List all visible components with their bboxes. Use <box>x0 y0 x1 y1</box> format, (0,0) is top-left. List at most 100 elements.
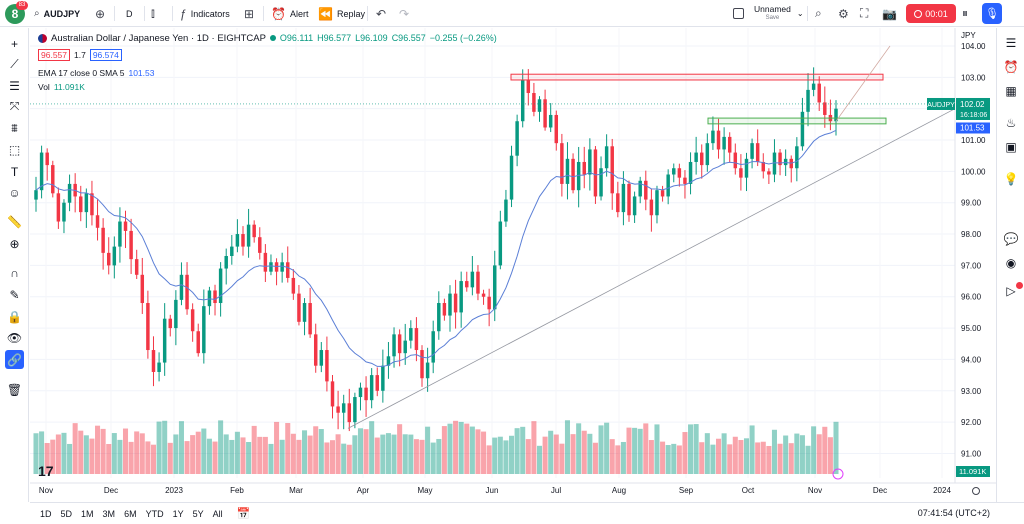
watchlist-button[interactable]: ☰ <box>1002 34 1020 52</box>
pause-button[interactable]: ⏸ <box>962 0 968 27</box>
compare-button[interactable]: ⊕ <box>95 0 105 27</box>
chats-button[interactable]: 💬 <box>1002 230 1020 248</box>
last-price-value: 102.02 <box>960 100 985 109</box>
range-3m[interactable]: 3M <box>102 508 116 519</box>
lock-tool[interactable]: 🔒 <box>5 307 24 326</box>
candle-body <box>582 161 586 175</box>
range-all[interactable]: All <box>212 508 223 519</box>
stay-drawing-tool[interactable]: ✎ <box>5 285 24 304</box>
candle-body <box>616 193 620 213</box>
volume-bar <box>33 433 39 474</box>
price-chart[interactable]: 104.00103.00102.00101.00100.0099.0098.00… <box>30 28 996 502</box>
undo-button[interactable]: ↶ <box>376 0 386 27</box>
candle-body <box>750 143 754 159</box>
range-5d[interactable]: 5D <box>60 508 73 519</box>
zoom-tool[interactable]: ⊕ <box>5 234 24 253</box>
lock-icon: 🔒 <box>7 309 22 324</box>
volume-bar <box>727 444 733 474</box>
redo-button[interactable]: ↷ <box>399 0 409 27</box>
range-ytd[interactable]: YTD <box>145 508 164 519</box>
symbol-search[interactable]: ⌕ AUDJPY <box>34 0 80 27</box>
streams-button[interactable]: ◉ <box>1002 254 1020 272</box>
shapes-tool[interactable]: ⬚ <box>5 140 24 159</box>
magnet-tool[interactable]: ∩ <box>5 263 24 282</box>
hotlists-button[interactable]: ♨ <box>1002 114 1020 132</box>
volume-bar <box>536 445 543 474</box>
indicators-button[interactable]: ƒ Indicators <box>180 6 230 21</box>
microphone-button[interactable]: 🎙 <box>982 3 1002 24</box>
volume-bar <box>285 423 291 474</box>
resistance-zone <box>510 73 884 81</box>
candle-body <box>56 193 61 222</box>
ideas-button[interactable]: 💡 <box>1002 170 1020 188</box>
volume-bar <box>771 429 777 474</box>
volume-bar <box>318 429 324 474</box>
range-1d[interactable]: 1D <box>40 508 52 519</box>
calendar-button[interactable]: ▣ <box>1002 138 1020 156</box>
volume-bar <box>184 441 190 474</box>
volume-bar <box>475 429 481 474</box>
recording-indicator[interactable]: 00:01 <box>906 4 956 23</box>
layouts-button[interactable]: ⊞ <box>244 0 254 27</box>
candle-body <box>800 111 805 147</box>
volume-bar <box>525 439 531 474</box>
zoom-in-icon: ⊕ <box>9 236 20 251</box>
datawindow-button[interactable]: ▦ <box>1002 82 1020 100</box>
candle-body <box>543 99 547 128</box>
quick-search-button[interactable]: ⌕ <box>815 0 822 27</box>
remove-tool[interactable]: 🗑 <box>5 380 24 399</box>
candle-body <box>504 199 508 222</box>
candle-body <box>560 143 564 184</box>
candle-body <box>588 149 592 175</box>
ascending-trendline <box>347 108 956 429</box>
symbol-price-tag-label: AUDJPY <box>927 102 955 109</box>
volume-bar <box>553 434 559 474</box>
icons-tool[interactable]: ☺ <box>5 183 24 202</box>
snapshot-button[interactable]: 📷 <box>882 0 897 27</box>
replay-button[interactable]: ⏪ Replay <box>318 6 365 21</box>
crosshair-tool[interactable]: + <box>5 34 24 53</box>
fullscreen-button[interactable]: ⛶ <box>860 0 868 27</box>
candle-body <box>369 375 374 401</box>
volume-bar <box>139 433 145 474</box>
measure-tool[interactable]: 📏 <box>5 212 24 231</box>
clock-timezone[interactable]: 07:41:54 (UTC+2) <box>917 508 990 518</box>
layout-menu[interactable]: Unnamed Save ⌄ <box>733 0 804 27</box>
sync-drawings-tool[interactable]: 🔗 <box>5 350 24 369</box>
settings-button[interactable]: ⚙ <box>838 0 849 27</box>
symbol-name: AUDJPY <box>43 8 81 19</box>
interval-button[interactable]: D <box>126 8 133 19</box>
trendline-tool[interactable]: ⟋ <box>5 55 24 74</box>
volume-tag-value: 11.091K <box>959 467 986 476</box>
ohlc-high: H96.577 <box>317 33 352 43</box>
pattern-tool[interactable]: ⤧ <box>5 97 24 116</box>
range-5y[interactable]: 5Y <box>192 508 204 519</box>
alerts-panel-button[interactable]: ⏰ <box>1002 58 1020 76</box>
ema-label[interactable]: EMA 17 close 0 SMA 5 <box>38 68 125 78</box>
range-1m[interactable]: 1M <box>81 508 94 519</box>
volume-label[interactable]: Vol <box>38 82 50 92</box>
candle-body <box>218 268 223 304</box>
candle-body <box>392 334 396 357</box>
candle-body <box>694 152 698 162</box>
candle-body <box>493 265 497 310</box>
forecast-tool[interactable]: ⩩ <box>5 119 24 138</box>
volume-bar <box>274 421 280 474</box>
hide-tool[interactable]: 👁 <box>5 328 24 347</box>
buy-button[interactable]: 96.574 <box>89 49 122 61</box>
fib-tool[interactable]: ☰ <box>5 76 24 95</box>
tradingview-logo-icon: 17 <box>38 463 54 479</box>
range-1y[interactable]: 1Y <box>172 508 184 519</box>
range-6m[interactable]: 6M <box>124 508 137 519</box>
chart-pane[interactable]: 104.00103.00102.00101.00100.0099.0098.00… <box>30 28 996 502</box>
alert-button[interactable]: ⏰ Alert <box>271 6 309 21</box>
date-range-icon[interactable]: 📅 <box>236 508 251 520</box>
ohlc-close: C96.557 <box>391 33 426 43</box>
candle-body <box>235 234 240 247</box>
notifications-button[interactable]: ▷ <box>1002 282 1020 300</box>
sell-button[interactable]: 96.557 <box>38 49 70 61</box>
candle-body <box>409 328 413 341</box>
chart-type-button[interactable]: ⫾ <box>151 0 155 27</box>
volume-bar <box>117 439 123 474</box>
text-tool[interactable]: T <box>5 162 24 181</box>
